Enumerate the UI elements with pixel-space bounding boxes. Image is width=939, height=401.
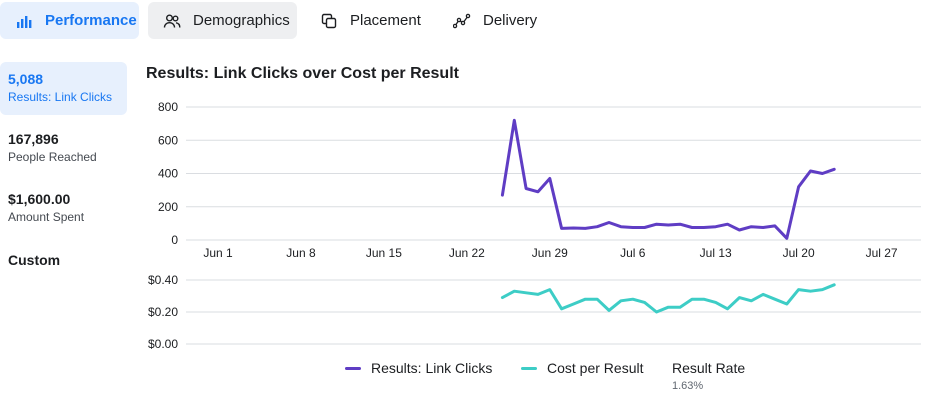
metric-label: People Reached — [8, 150, 97, 164]
clicks-y-tick-label: 200 — [158, 200, 178, 214]
tab-demographics[interactable]: Demographics — [148, 2, 297, 39]
clicks-y-axis: 800 600 400 200 0 — [158, 100, 178, 247]
tab-delivery[interactable]: Delivery — [438, 2, 553, 39]
clicks-series — [500, 118, 836, 240]
metric-people-reached[interactable]: 167,896 People Reached — [0, 122, 127, 175]
clicks-y-tick-label: 400 — [158, 167, 178, 181]
clicks-grid — [186, 106, 921, 241]
people-icon — [162, 11, 182, 31]
clicks-series-line — [500, 118, 836, 240]
x-tick-label: Jul 20 — [783, 246, 815, 260]
metric-value: Custom — [8, 252, 61, 268]
metric-value: 5,088 — [8, 71, 44, 87]
chart-title: Results: Link Clicks over Cost per Resul… — [146, 65, 459, 82]
cost-series-line — [500, 283, 836, 314]
x-tick-label: Jun 1 — [203, 246, 233, 260]
cost-y-tick-label: $0.40 — [148, 273, 178, 287]
metric-value: 167,896 — [8, 131, 59, 147]
tab-bar: Performance Demographics Placement Deliv… — [0, 0, 939, 42]
tab-label: Placement — [350, 12, 421, 29]
chart-legend: Results: Link Clicks Cost per Result Res… — [340, 358, 760, 398]
clicks-y-tick-label: 800 — [158, 100, 178, 114]
metric-link-clicks[interactable]: 5,088 Results: Link Clicks — [0, 62, 127, 115]
x-tick-label: Jun 15 — [366, 246, 402, 260]
x-tick-label: Jun 8 — [286, 246, 316, 260]
cost-y-tick-label: $0.00 — [148, 337, 178, 351]
metric-label: Amount Spent — [8, 210, 85, 224]
result-rate-value: 1.63% — [672, 380, 704, 392]
x-tick-label: Jul 13 — [700, 246, 732, 260]
clicks-y-tick-label: 0 — [171, 233, 178, 247]
clicks-y-tick-label: 600 — [158, 133, 178, 147]
x-axis: Jun 1 Jun 8 Jun 15 Jun 22 Jun 29 Jul 6 Jul 13 J… — [203, 246, 898, 260]
metric-amount-spent[interactable]: $1,600.00 Amount Spent — [0, 182, 127, 235]
x-tick-label: Jul 27 — [866, 246, 898, 260]
cost-y-tick-label: $0.20 — [148, 305, 178, 319]
legend-item-result-rate[interactable]: Result Rate — [672, 360, 746, 376]
x-tick-label: Jun 22 — [449, 246, 485, 260]
metric-value: $1,600.00 — [8, 191, 71, 207]
tab-placement[interactable]: Placement — [305, 2, 430, 39]
legend-item-link-clicks[interactable]: Results: Link Clicks — [345, 360, 492, 376]
legend-swatch — [521, 366, 537, 370]
cost-y-axis: $0.40 $0.20 $0.00 — [148, 273, 178, 351]
tab-label: Demographics — [193, 12, 290, 29]
metric-custom[interactable]: Custom — [0, 243, 127, 296]
legend-label: Cost per Result — [547, 360, 644, 376]
legend-label: Results: Link Clicks — [371, 360, 493, 376]
bar-chart-icon — [14, 11, 34, 31]
placement-icon — [319, 11, 339, 31]
legend-item-cost-per-result[interactable]: Cost per Result — [521, 360, 643, 376]
cost-grid — [186, 279, 921, 345]
cost-series — [500, 283, 836, 314]
delivery-icon — [452, 11, 472, 31]
legend-swatch — [345, 366, 361, 370]
x-tick-label: Jun 29 — [532, 246, 568, 260]
tab-performance[interactable]: Performance — [0, 2, 139, 39]
tab-label: Delivery — [483, 12, 538, 29]
x-tick-label: Jul 6 — [620, 246, 646, 260]
metric-label: Results: Link Clicks — [8, 90, 113, 104]
tab-label: Performance — [45, 12, 137, 29]
